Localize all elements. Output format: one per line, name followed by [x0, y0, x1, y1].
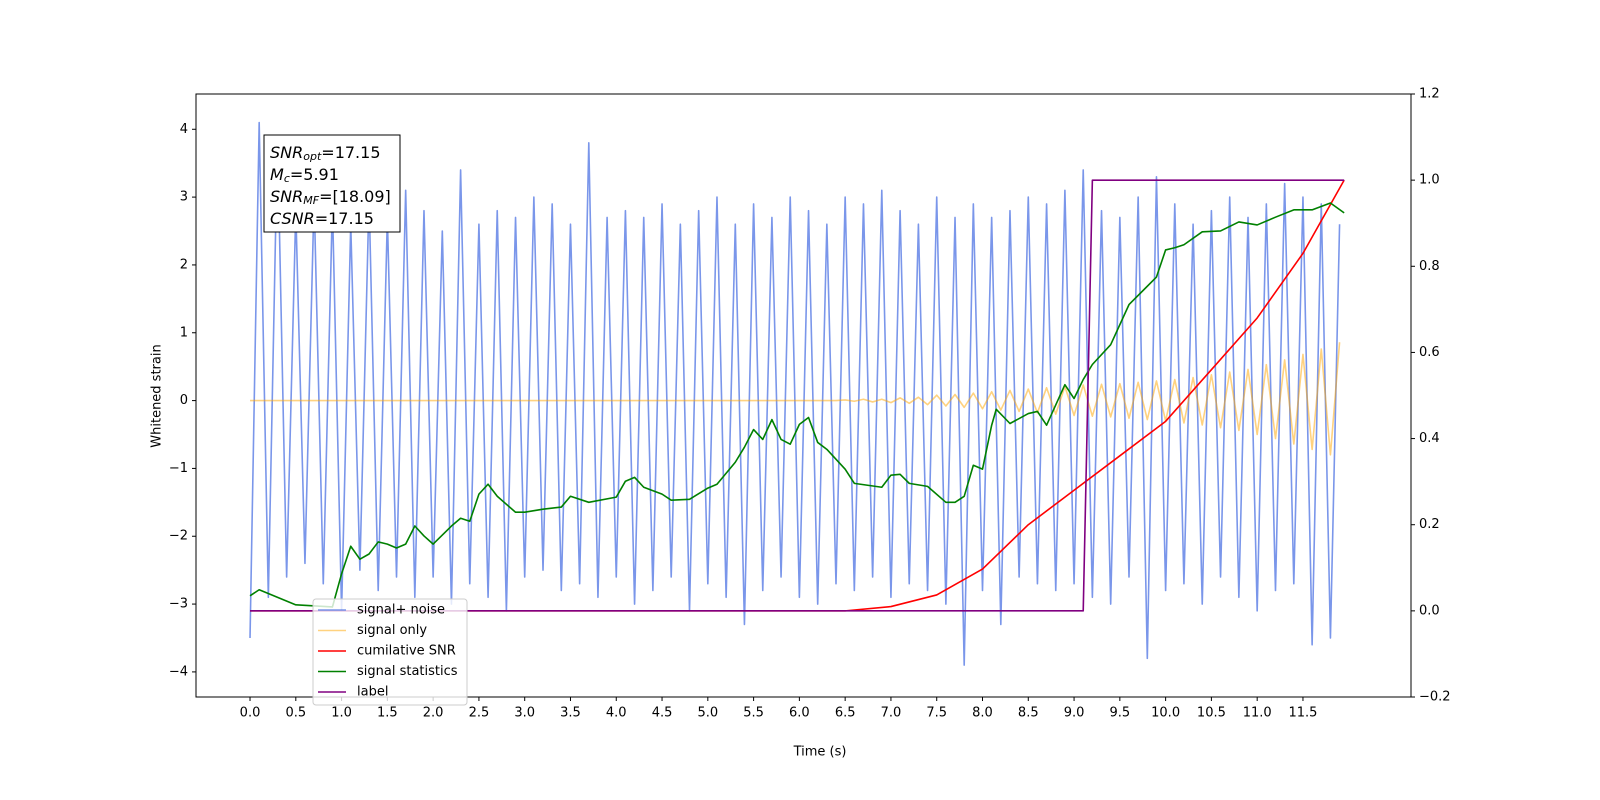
annotation-line: SNRMF=[18.09]: [270, 187, 391, 208]
x-tick-label: 11.0: [1243, 706, 1272, 721]
annotation-value: =5.91: [290, 165, 339, 184]
x-tick-label: 1.0: [331, 706, 352, 721]
series-line: [250, 342, 1341, 456]
x-tick-label: 8.0: [972, 706, 993, 721]
x-tick-label: 2.0: [423, 706, 444, 721]
x-tick-label: 3.0: [514, 706, 535, 721]
y-tick-label: 1: [180, 325, 188, 340]
annotation-name: CSNR: [270, 209, 315, 228]
legend-label: label: [357, 685, 388, 700]
annotation-sub: opt: [303, 150, 322, 163]
series-line: [249, 202, 1345, 608]
y-tick-label: 2: [180, 257, 188, 272]
annotation-name: M: [270, 165, 284, 184]
y-tick-label: −2: [169, 529, 188, 544]
x-tick-label: 7.0: [881, 706, 902, 721]
x-tick-label: 9.0: [1064, 706, 1085, 721]
annotation-line: Mc=5.91: [270, 165, 339, 186]
y2-tick-label: 0.4: [1419, 431, 1440, 446]
x-tick-label: 1.5: [377, 706, 398, 721]
x-tick-label: 4.0: [606, 706, 627, 721]
x-tick-label: 0.0: [240, 706, 261, 721]
y-tick-label: 0: [180, 393, 188, 408]
x-tick-label: 10.0: [1151, 706, 1180, 721]
series-line: [250, 179, 1345, 612]
annotation-sub: MF: [303, 194, 319, 207]
annotation-name: SNR: [270, 187, 303, 206]
y2-tick-label: 0.8: [1419, 259, 1440, 274]
x-tick-label: 2.5: [469, 706, 490, 721]
x-tick-label: 8.5: [1018, 706, 1039, 721]
y2-tick-label: −0.2: [1419, 690, 1451, 705]
legend-label: signal+ noise: [357, 603, 445, 618]
x-tick-label: 5.5: [743, 706, 764, 721]
annotation-box: [263, 134, 401, 233]
x-axis-label: Time (s): [793, 745, 847, 760]
x-tick-label: 5.0: [697, 706, 718, 721]
x-tick-label: 6.5: [835, 706, 856, 721]
annotation-line: CSNR=17.15: [270, 209, 374, 228]
series-line: [249, 121, 1341, 666]
x-tick-label: 0.5: [285, 706, 306, 721]
legend-box: [312, 598, 468, 706]
annotation-value: =[18.09]: [319, 187, 391, 206]
x-tick-label: 9.5: [1109, 706, 1130, 721]
legend-label: signal statistics: [357, 664, 458, 679]
x-tick-label: 10.5: [1197, 706, 1226, 721]
legend-label: signal only: [357, 623, 427, 638]
annotation-value: =17.15: [321, 143, 380, 162]
y-tick-label: 3: [180, 190, 188, 205]
annotation-value: =17.15: [315, 209, 374, 228]
y-tick-label: −4: [169, 664, 188, 679]
y-tick-label: −1: [169, 461, 188, 476]
legend-label: cumilative SNR: [357, 644, 456, 659]
y2-tick-label: 0.6: [1419, 345, 1440, 360]
x-tick-label: 6.0: [789, 706, 810, 721]
x-tick-label: 11.5: [1288, 706, 1317, 721]
plot-frame: [195, 93, 1412, 698]
y-axis-label: Whitened strain: [150, 344, 165, 447]
annotation-sub: c: [284, 172, 290, 185]
y2-tick-label: 1.0: [1419, 173, 1440, 188]
y2-tick-label: 0.0: [1419, 603, 1440, 618]
annotation-line: SNRopt=17.15: [270, 143, 381, 164]
x-tick-label: 3.5: [560, 706, 581, 721]
x-tick-label: 4.5: [652, 706, 673, 721]
series-line: [250, 179, 1345, 612]
y2-tick-label: 0.2: [1419, 517, 1440, 532]
x-tick-label: 7.5: [926, 706, 947, 721]
y2-tick-label: 1.2: [1419, 87, 1440, 102]
y-tick-label: 4: [180, 122, 188, 137]
y-tick-label: −3: [169, 597, 188, 612]
annotation-name: SNR: [270, 143, 303, 162]
